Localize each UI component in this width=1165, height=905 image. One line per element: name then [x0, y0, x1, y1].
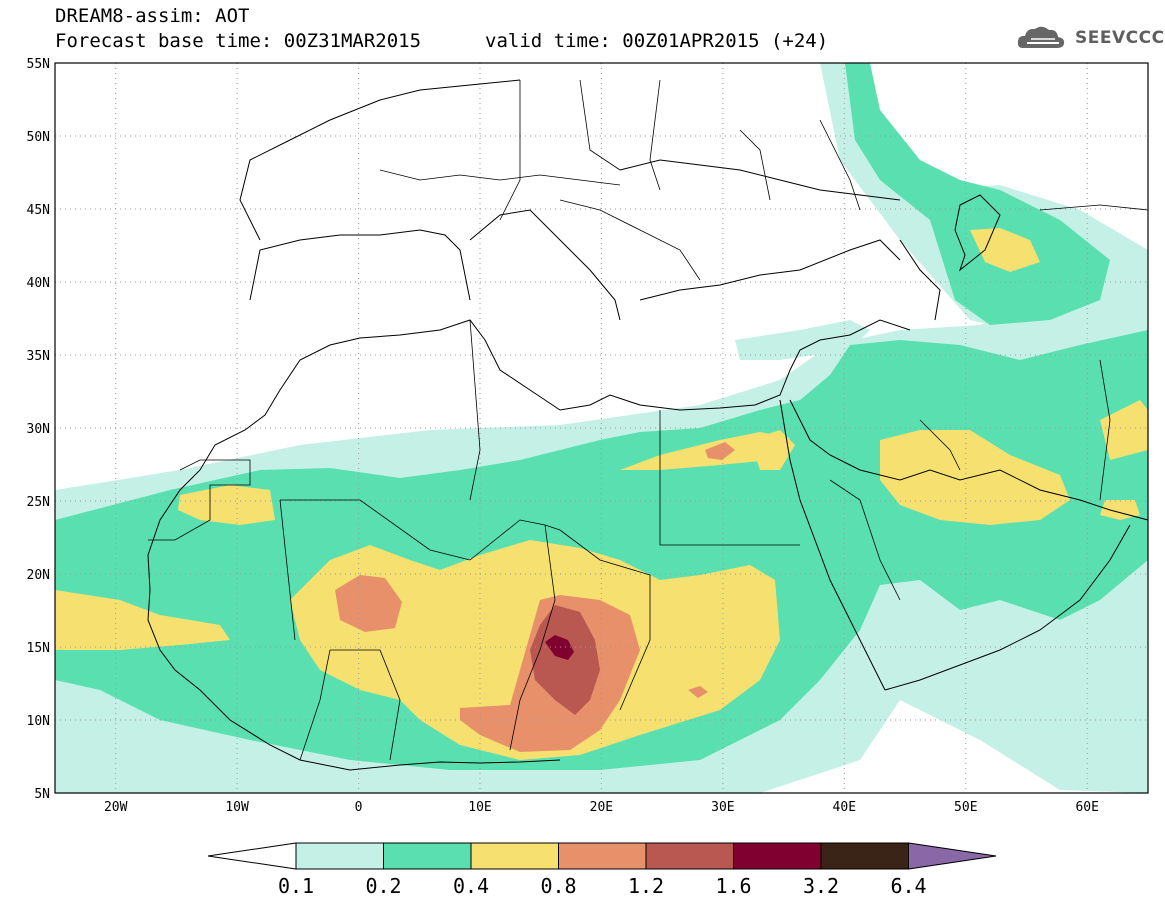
- lon-tick-label: 10W: [225, 800, 249, 815]
- colorbar-swatch-0.4: [470, 842, 559, 870]
- colorbar-label: 0.4: [453, 874, 489, 898]
- lat-tick-label: 15N: [27, 641, 50, 656]
- aot-field: [55, 63, 1148, 793]
- lat-tick-label: 5N: [34, 787, 50, 802]
- cloud-logo-icon: [1017, 26, 1065, 48]
- colorbar-label: 0.1: [278, 874, 314, 898]
- lat-tick-label: 40N: [27, 276, 50, 291]
- colorbar-under-triangle: [207, 842, 297, 870]
- colorbar-label: 1.2: [628, 874, 664, 898]
- aot-level-1.2: [530, 605, 600, 715]
- lat-tick-label: 35N: [27, 349, 50, 364]
- lat-tick-label: 50N: [27, 130, 50, 145]
- lon-tick-label: 40E: [833, 800, 856, 815]
- lat-tick-label: 10N: [27, 714, 50, 729]
- lon-tick-label: 20E: [590, 800, 613, 815]
- logo-text: SEEVCCC: [1075, 28, 1165, 48]
- colorbar-swatch-0.1: [295, 842, 384, 870]
- lon-tick-label: 30E: [711, 800, 734, 815]
- lat-tick-label: 45N: [27, 203, 50, 218]
- graticule: [55, 63, 1148, 793]
- lon-tick-label: 60E: [1075, 800, 1098, 815]
- lat-tick-labels: 5N 10N 15N 20N 25N 30N 35N 40N 45N 50N 5…: [27, 57, 50, 802]
- colorbar-over-triangle: [908, 842, 997, 870]
- lat-tick-label: 55N: [27, 57, 50, 72]
- aot-level-1.6: [545, 635, 574, 660]
- colorbar-label: 1.6: [715, 874, 751, 898]
- colorbar-swatch-1.2: [645, 842, 734, 870]
- lat-tick-label: 20N: [27, 568, 50, 583]
- lon-tick-labels: 20W 10W 0 10E 20E 30E 40E 50E 60E: [104, 800, 1099, 815]
- colorbar-swatch-0.8: [558, 842, 647, 870]
- colorbar-swatch-0.2: [383, 842, 472, 870]
- lat-tick-label: 25N: [27, 495, 50, 510]
- country-borders: [148, 79, 1148, 761]
- lon-tick-label: 50E: [954, 800, 977, 815]
- coastlines: [147, 79, 1148, 771]
- lon-tick-label: 10E: [468, 800, 491, 815]
- lat-tick-label: 30N: [27, 422, 50, 437]
- colorbar-swatch-1.6: [733, 842, 822, 870]
- map-title: DREAM8-assim: AOT: [55, 5, 250, 27]
- lon-tick-label: 20W: [104, 800, 128, 815]
- map-frame: [54, 62, 1149, 794]
- colorbar-label: 6.4: [890, 874, 926, 898]
- colorbar-label: 3.2: [803, 874, 839, 898]
- lon-tick-label: 0: [355, 800, 363, 815]
- valid-time: valid time: 00Z01APR2015 (+24): [485, 30, 829, 52]
- colorbar-swatch-3.2: [820, 842, 909, 870]
- colorbar-label: 0.2: [365, 874, 401, 898]
- forecast-base-time: Forecast base time: 00Z31MAR2015: [55, 30, 422, 52]
- colorbar: 0.1 0.2 0.4 0.8 1.2 1.6 3.2 6.4: [207, 842, 997, 898]
- colorbar-label: 0.8: [540, 874, 576, 898]
